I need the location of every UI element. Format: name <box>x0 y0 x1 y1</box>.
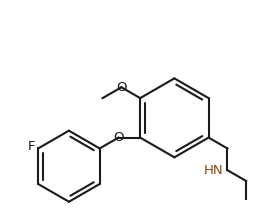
Text: O: O <box>113 131 124 144</box>
Text: F: F <box>28 140 35 153</box>
Text: HN: HN <box>204 164 223 177</box>
Text: O: O <box>116 81 127 94</box>
